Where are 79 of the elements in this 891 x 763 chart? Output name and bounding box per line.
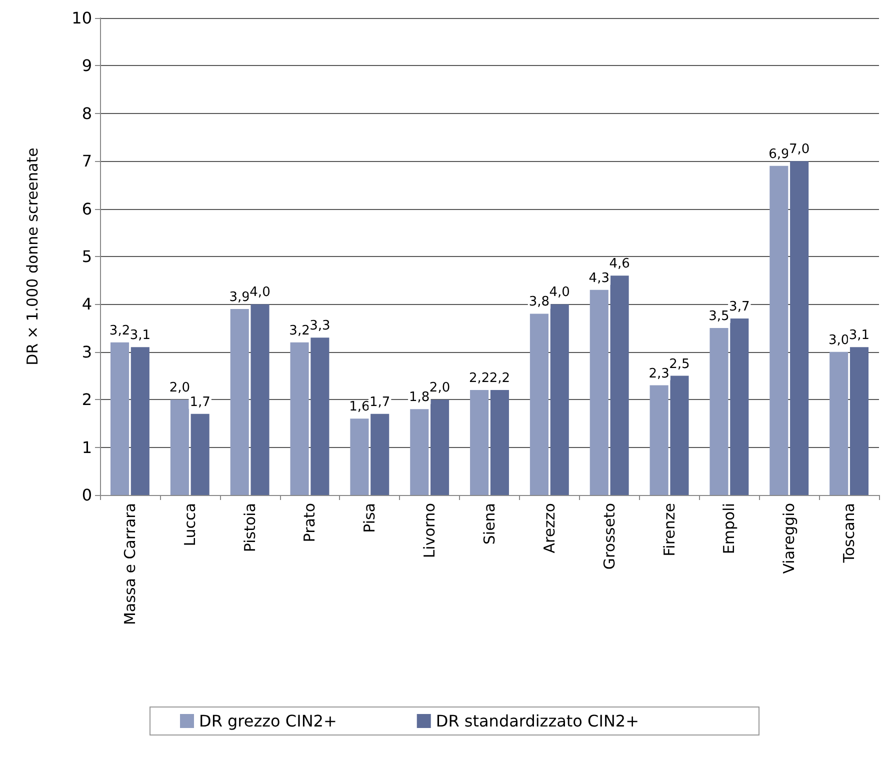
bar [730,318,749,495]
bar [470,390,489,495]
y-tick-label: 3 [82,342,92,362]
data-label: 3,9 [229,290,250,305]
x-tick-label: Pistoia [240,503,259,552]
bar [550,304,569,495]
data-label: 3,0 [828,332,850,348]
bar [430,400,450,495]
bar [790,161,809,495]
bar [290,342,309,495]
bar [850,347,869,495]
data-label: 2,3 [648,366,670,382]
data-label: 3,3 [310,318,330,334]
x-tick-label: Lucca [180,503,199,546]
data-label: 7,0 [788,142,810,158]
bar [250,304,270,495]
data-label: 3,1 [130,328,151,344]
bar [230,308,249,495]
bar [110,342,130,495]
legend-label: DR standardizzato CIN2+ [436,712,640,730]
x-tick-label: Grosseto [600,503,618,570]
bar [310,338,330,495]
x-tick-label: Empoli [720,503,738,554]
y-tick-label: 6 [82,199,92,218]
bar [770,166,788,495]
bar [670,376,689,495]
data-label: 3,5 [708,309,730,324]
x-tick-label: Arezzo [540,503,558,554]
y-tick-label: 2 [82,390,92,410]
bar [350,418,369,495]
y-tick-label: 9 [82,56,92,76]
data-label: 1,6 [349,400,370,415]
bar [410,409,429,495]
x-tick-label: Massa e Carrara [120,503,139,626]
data-label: 3,2 [109,323,130,338]
data-label: 2,2 [489,371,510,386]
bar [190,414,210,495]
data-label: 2,0 [429,380,450,396]
bar [830,352,848,495]
x-tick-label: Viareggio [780,503,798,574]
y-tick-label: 0 [82,486,92,504]
y-tick-label: 7 [82,152,92,171]
data-label: 2,0 [169,380,190,396]
bar [130,347,150,495]
x-tick-label: Pisa [360,503,379,533]
bar [610,276,629,495]
data-label: 3,7 [729,300,750,315]
data-label: 2,5 [669,356,690,372]
data-label: 1,7 [370,394,390,410]
x-tick-label: Firenze [660,503,678,556]
x-tick-label: Toscana [840,503,858,564]
y-tick-label: 1 [82,438,92,457]
bar [490,390,509,495]
x-tick-label: Livorno [420,503,439,558]
data-label: 1,7 [190,394,210,410]
bar [710,328,728,495]
data-label: 4,3 [588,270,610,286]
bar [170,400,189,495]
y-tick-label: 10 [72,8,92,28]
y-tick-label: 5 [82,247,92,266]
data-label: 4,0 [549,285,570,300]
data-label: 4,6 [609,256,630,272]
x-tick-label: Siena [480,503,498,545]
legend-label: DR grezzo CIN2+ [199,712,337,730]
y-axis-title: DR × 1.000 donne screenate [24,148,42,366]
data-label: 1,8 [409,390,430,406]
data-label: 3,8 [528,294,550,310]
data-label: 3,2 [289,323,310,338]
data-label: 6,9 [768,146,790,162]
bar [590,290,608,495]
bar [650,385,668,495]
bar [370,414,390,495]
x-tick-label: Prato [300,503,319,542]
bar [530,314,548,495]
data-label: 2,2 [468,371,490,386]
data-label: 4,0 [250,285,270,300]
y-tick-label: 8 [82,104,92,123]
y-tick-label: 4 [82,294,92,314]
data-label: 3,1 [848,328,870,344]
